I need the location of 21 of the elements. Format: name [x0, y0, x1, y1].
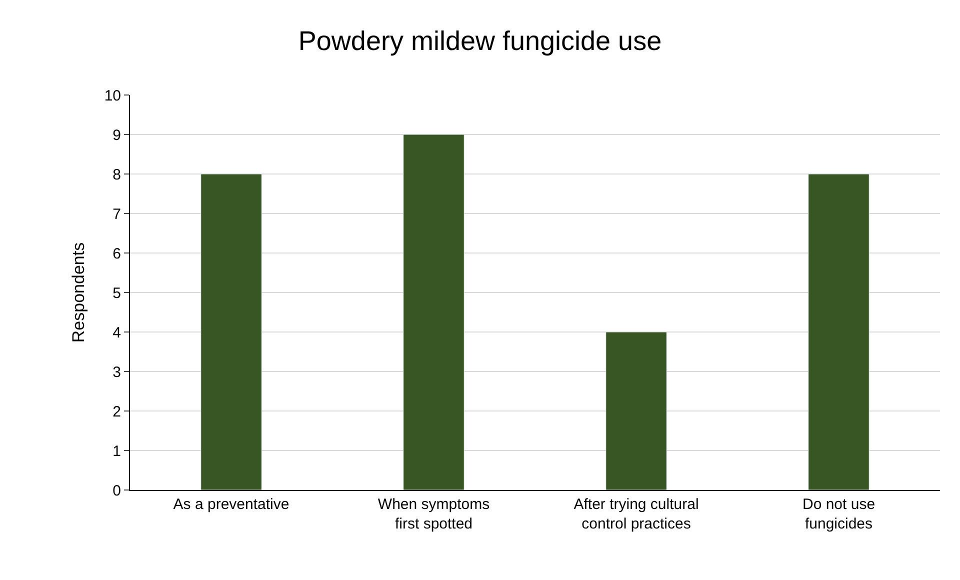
x-tick-label: Do not use fungicides [802, 496, 876, 532]
bar [403, 134, 464, 490]
y-axis-title: Respondents [68, 242, 88, 343]
chart-title: Powdery mildew fungicide use [298, 26, 662, 56]
x-tick-label: After trying cultural control practices [574, 496, 699, 532]
y-tick-label: 1 [112, 442, 121, 460]
y-tick-label: 6 [112, 245, 121, 262]
bar [200, 174, 262, 490]
y-tick-label: 5 [112, 284, 121, 302]
y-tick-label: 9 [112, 126, 121, 144]
bar [808, 174, 870, 490]
y-tick-label: 0 [112, 482, 121, 500]
y-tick-label: 3 [112, 364, 121, 381]
y-tick-label: 8 [112, 166, 121, 184]
y-tick-label: 10 [104, 87, 121, 104]
x-tick-label: When symptoms first spotted [378, 496, 490, 532]
bar [606, 332, 667, 490]
y-tick-label: 7 [112, 206, 121, 223]
y-tick-label: 4 [112, 324, 121, 342]
x-tick-label: As a preventative [173, 496, 290, 513]
y-tick-label: 2 [112, 403, 121, 420]
